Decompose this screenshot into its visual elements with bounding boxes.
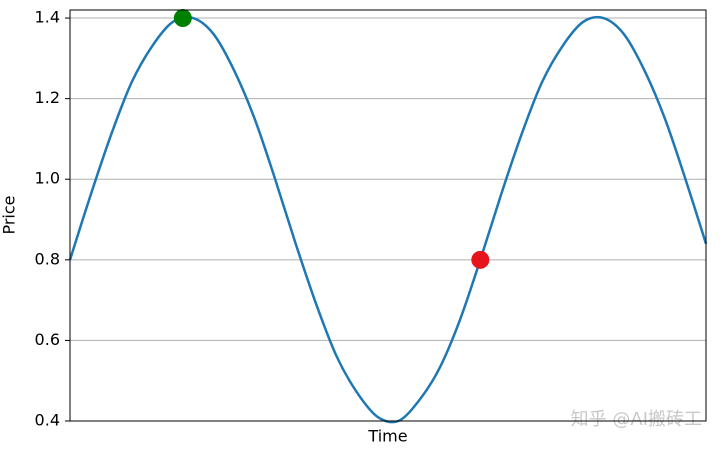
y-tick-label: 1.0: [35, 169, 60, 188]
x-axis-label: Time: [367, 427, 407, 446]
y-tick-label: 0.8: [35, 249, 60, 268]
marker-point: [471, 250, 490, 269]
marker-point: [173, 9, 192, 28]
y-axis-label: Price: [0, 195, 19, 234]
watermark: 知乎 @AI搬砖工: [571, 409, 702, 430]
y-tick-label: 1.4: [35, 8, 60, 27]
y-tick-label: 0.4: [35, 411, 60, 430]
y-tick-label: 0.6: [35, 330, 60, 349]
price-line: [68, 15, 708, 424]
plot-frame: [69, 9, 707, 422]
y-tick-label: 1.2: [35, 88, 60, 107]
